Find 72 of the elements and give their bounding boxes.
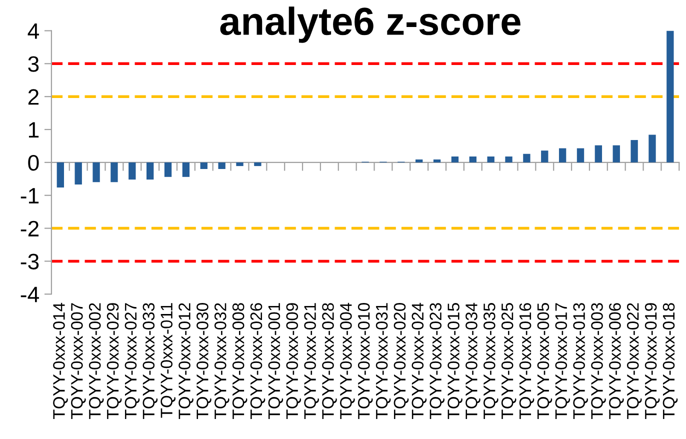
bar (612, 145, 620, 162)
x-tick-label: TQYY-0xxx-032 (214, 303, 230, 420)
bar (182, 162, 190, 177)
x-tick-label: TQYY-0xxx-019 (644, 303, 660, 420)
x-tick-label: TQYY-0xxx-005 (537, 303, 552, 420)
x-tick-label: TQYY-0xxx-026 (250, 303, 266, 420)
x-tick-label: TQYY-0xxx-034 (466, 302, 480, 420)
bar (523, 154, 530, 162)
x-tick-label: TQYY-0xxx-002 (88, 303, 104, 420)
bar (541, 150, 548, 162)
x-tick-label: TQYY-0xxx-015 (448, 303, 462, 420)
x-tick-label: TQYY-0xxx-001 (268, 303, 284, 420)
x-tick-label: TQYY-0xxx-024 (412, 302, 427, 420)
y-tick-label: 2 (28, 89, 39, 105)
chart-title: analyte6 z-score (220, 6, 520, 43)
bar (648, 134, 656, 162)
x-tick-label: TQYY-0xxx-009 (286, 303, 302, 420)
bar (236, 162, 244, 166)
x-tick-label: TQYY-0xxx-007 (71, 303, 86, 420)
x-tick-label: TQYY-0xxx-012 (178, 303, 194, 420)
y-tick-label: 1 (28, 122, 39, 138)
y-tick-label: -2 (20, 220, 39, 236)
x-tick-label: TQYY-0xxx-022 (626, 303, 642, 420)
x-tick-label: TQYY-0xxx-004 (340, 302, 355, 420)
bar (110, 162, 118, 182)
x-tick-label: TQYY-0xxx-033 (142, 303, 158, 420)
bar (416, 159, 423, 162)
bar (558, 148, 566, 162)
x-tick-label: TQYY-0xxx-017 (555, 303, 570, 420)
bar (433, 159, 441, 162)
x-tick-label: TQYY-0xxx-023 (430, 303, 444, 420)
x-tick-label: TQYY-0xxx-031 (376, 303, 391, 420)
x-tick-label: TQYY-0xxx-014 (53, 302, 68, 420)
x-tick-label: TQYY-0xxx-018 (662, 303, 678, 420)
bar (487, 156, 494, 162)
bar (56, 162, 64, 188)
y-tick-label: -3 (20, 254, 39, 270)
bar (218, 162, 226, 170)
x-tick-label: TQYY-0xxx-021 (304, 303, 319, 420)
bar (254, 162, 262, 166)
x-tick-label: TQYY-0xxx-008 (232, 303, 248, 420)
y-tick-label: -4 (20, 286, 39, 302)
bar (128, 162, 136, 180)
y-tick-label: 0 (28, 154, 39, 171)
bar (505, 156, 512, 162)
bar (164, 162, 172, 177)
bar (666, 30, 674, 162)
x-tick-label: TQYY-0xxx-025 (501, 303, 516, 420)
x-tick-label: TQYY-0xxx-013 (573, 303, 588, 420)
x-tick-label: TQYY-0xxx-030 (196, 303, 212, 420)
bar (469, 156, 476, 162)
bar (451, 156, 459, 162)
bar (92, 162, 100, 182)
y-tick-label: 3 (28, 56, 39, 72)
bar (200, 162, 208, 170)
x-tick-label: TQYY-0xxx-006 (609, 303, 624, 420)
bar (576, 148, 584, 162)
x-tick-label: TQYY-0xxx-028 (322, 303, 337, 420)
bar (594, 145, 602, 162)
x-tick-label: TQYY-0xxx-003 (591, 303, 606, 420)
x-tick-label: TQYY-0xxx-029 (106, 303, 122, 420)
bar (630, 140, 638, 162)
x-tick-label: TQYY-0xxx-020 (394, 303, 409, 420)
x-tick-label: TQYY-0xxx-016 (519, 303, 534, 420)
bar (146, 162, 154, 180)
x-tick-label: TQYY-0xxx-011 (160, 303, 176, 418)
bar (74, 162, 82, 184)
x-tick-label: TQYY-0xxx-010 (358, 303, 373, 420)
y-tick-label: 4 (28, 23, 39, 39)
y-tick-label: -1 (20, 188, 39, 204)
x-tick-label: TQYY-0xxx-035 (484, 303, 498, 420)
x-tick-label: TQYY-0xxx-027 (124, 303, 140, 420)
